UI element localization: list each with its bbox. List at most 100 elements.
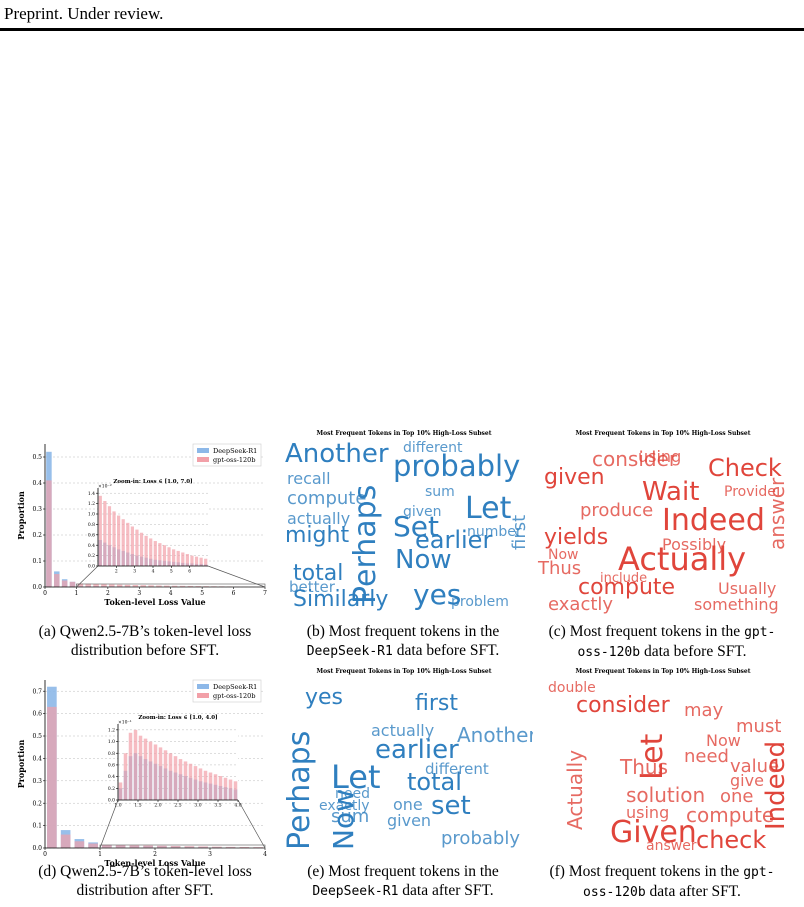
caption-rest: data after SFT.	[402, 882, 494, 899]
bar	[149, 538, 153, 566]
bar	[190, 555, 194, 566]
zoom-box	[76, 583, 266, 588]
bar	[163, 750, 168, 800]
word: Perhaps	[282, 731, 317, 850]
x-tick-label: 1.5	[134, 803, 141, 809]
word: better	[289, 578, 336, 596]
y-multiplier: ×10⁻¹	[118, 720, 132, 726]
axis-spines	[117, 724, 238, 801]
word: Actually	[618, 540, 746, 578]
bar	[178, 759, 183, 800]
x-tick-label: 3	[137, 590, 141, 597]
caption-text: (b) Most frequent tokens in the	[306, 623, 500, 640]
y-tick-label: 0.6	[32, 711, 42, 718]
word: Check	[708, 454, 782, 482]
x-tick-label: 4	[169, 590, 173, 597]
bar	[148, 741, 153, 800]
legend-label: gpt-oss-120b	[213, 456, 255, 464]
wordcloud-title: Most Frequent Tokens in Top 10% High-Los…	[316, 430, 491, 437]
y-tick-label: 0.6	[108, 762, 115, 768]
bar	[195, 586, 201, 587]
x-tick-label: 2	[153, 851, 157, 858]
bar	[199, 557, 203, 566]
bar	[132, 585, 139, 587]
caption: (b) Most frequent tokens in the DeepSeek…	[278, 622, 528, 661]
word: Indeed	[662, 503, 765, 538]
word: something	[694, 595, 779, 614]
word: first	[509, 515, 530, 550]
bar	[179, 585, 186, 587]
caption: (f) Most frequent tokens in the gpt-oss-…	[537, 862, 787, 902]
word: compute	[686, 803, 774, 827]
legend-swatch	[197, 448, 209, 453]
bar	[61, 580, 68, 587]
word: Usually	[718, 579, 776, 598]
bar	[126, 522, 130, 566]
x-tick-label: 6	[232, 590, 236, 597]
caption-text: (a) Qwen2.5-7B’s token-level loss distri…	[38, 623, 252, 659]
bar	[115, 845, 126, 848]
y-tick-label: 1.0	[88, 512, 95, 518]
x-tick-label: 5	[200, 590, 204, 597]
x-tick-label: 4	[263, 851, 267, 858]
bar	[172, 549, 176, 566]
word: recall	[287, 469, 331, 488]
bar	[225, 846, 236, 848]
y-tick-label: 0.8	[88, 522, 95, 528]
bar	[88, 843, 98, 848]
y-tick-label: 0.7	[32, 688, 42, 695]
y-tick-label: 0.4	[32, 756, 42, 763]
word: produce	[580, 500, 653, 521]
word: using	[638, 447, 681, 466]
header-rule	[0, 28, 804, 31]
word: answer	[765, 477, 789, 550]
bar	[93, 584, 99, 587]
bar	[184, 846, 195, 848]
bar	[69, 581, 76, 587]
y-tick-label: 0.8	[108, 751, 115, 757]
caption-rest: data before SFT.	[643, 643, 747, 660]
bar	[124, 584, 131, 587]
y-tick-label: 0.4	[88, 543, 95, 549]
word: Thus	[537, 558, 581, 579]
bar	[107, 506, 112, 566]
y-tick-label: 0.0	[108, 798, 115, 804]
bar	[156, 585, 162, 587]
y-tick-label: 0.0	[32, 845, 42, 852]
bar	[208, 772, 213, 800]
y-axis-label: Proportion	[16, 491, 26, 540]
bar	[188, 763, 193, 800]
word: number	[467, 524, 522, 540]
word: Actually	[563, 750, 587, 830]
word: actually	[287, 509, 350, 528]
y-tick-label: 0.6	[88, 532, 95, 538]
y-tick-label: 0.5	[32, 454, 42, 461]
word: one	[720, 786, 754, 807]
caption-code: gpt-oss-120b	[583, 865, 775, 900]
bar	[123, 753, 128, 800]
legend-swatch	[197, 684, 209, 689]
word: yes	[305, 685, 343, 710]
bar	[176, 550, 180, 566]
caption-code: DeepSeek-R1	[312, 884, 399, 899]
word: need	[335, 786, 370, 802]
bar	[109, 584, 115, 587]
word: compute	[578, 575, 675, 600]
bar	[198, 768, 203, 800]
bar	[198, 846, 208, 848]
x-tick-label: 4	[152, 569, 155, 575]
bar	[129, 845, 140, 848]
inset-title: Zoom-in: Loss ∈ [1.0, 4.0]	[138, 715, 217, 721]
bar	[144, 535, 148, 566]
word: different	[403, 440, 463, 456]
bar	[116, 584, 123, 587]
bar	[143, 845, 153, 848]
bar	[148, 585, 154, 587]
caption-text: (d) Qwen2.5-7B’s token-level loss distri…	[38, 863, 252, 899]
word: given	[387, 811, 431, 830]
word: might	[285, 523, 349, 548]
bar	[47, 706, 57, 848]
legend-label: gpt-oss-120b	[213, 692, 255, 700]
x-axis-label: Token-level Loss Value	[104, 858, 205, 868]
